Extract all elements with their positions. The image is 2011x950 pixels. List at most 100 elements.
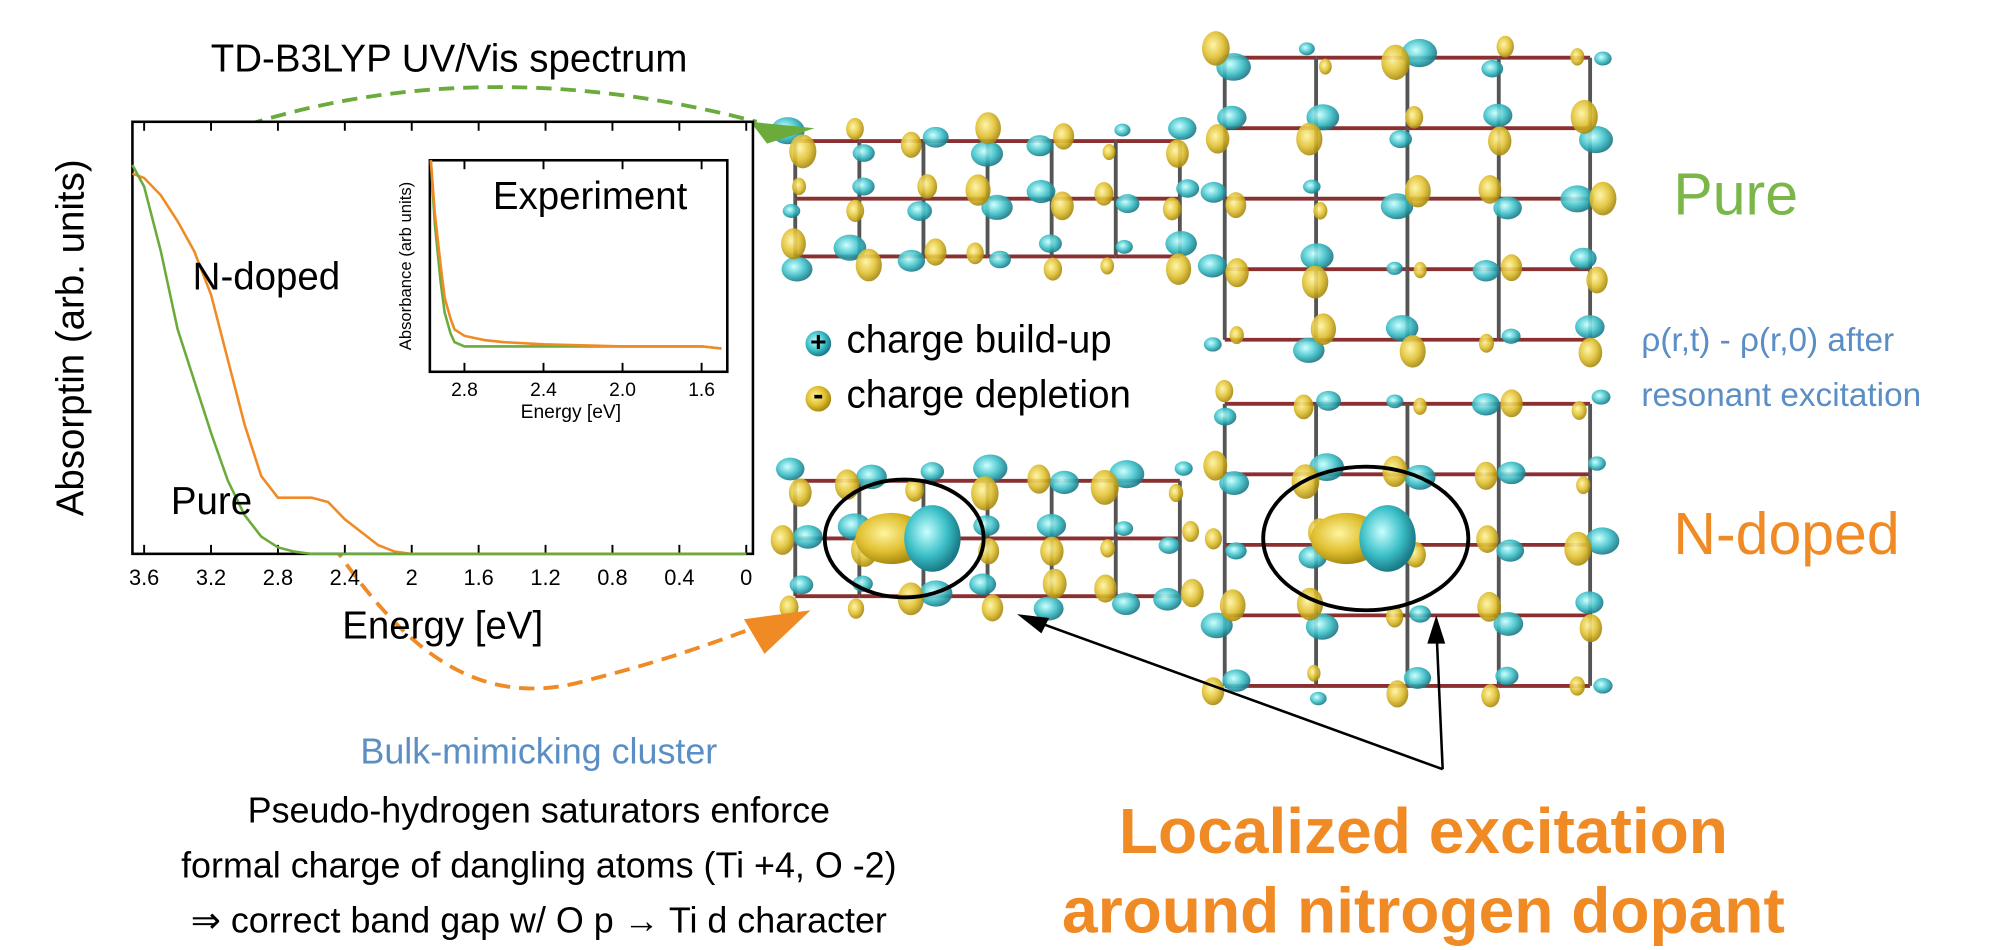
isosurface bbox=[792, 178, 806, 196]
isosurface bbox=[1204, 337, 1222, 351]
isosurface bbox=[1163, 197, 1181, 220]
isosurface bbox=[1165, 231, 1197, 256]
isosurface bbox=[1026, 135, 1052, 156]
label-pure: Pure bbox=[1673, 162, 1798, 227]
isosurface bbox=[1576, 476, 1590, 494]
isosurface bbox=[1202, 677, 1224, 705]
isosurface bbox=[1112, 593, 1140, 616]
isosurface bbox=[1299, 42, 1315, 55]
isosurface bbox=[1580, 614, 1602, 642]
series-label: Pure bbox=[171, 480, 252, 523]
isosurface bbox=[1593, 678, 1612, 693]
isosurface bbox=[1564, 532, 1591, 566]
isosurface bbox=[923, 127, 949, 148]
x-axis-label: Energy [eV] bbox=[342, 604, 543, 647]
isosurface bbox=[982, 595, 1004, 622]
x-tick-label: 1.6 bbox=[463, 565, 493, 590]
isosurface bbox=[1225, 542, 1246, 559]
isosurface bbox=[1168, 117, 1196, 140]
x-tick-label: 2 bbox=[406, 565, 418, 590]
isosurface bbox=[1053, 123, 1074, 149]
isosurface bbox=[969, 574, 996, 596]
caption-heading: Bulk-mimicking cluster bbox=[360, 731, 717, 771]
isosurface bbox=[1027, 465, 1050, 494]
isosurface bbox=[901, 132, 922, 158]
isosurface bbox=[1316, 391, 1341, 411]
isosurface bbox=[1175, 461, 1193, 475]
isosurface bbox=[1296, 123, 1322, 156]
isosurface bbox=[1400, 335, 1426, 367]
isosurface bbox=[1483, 104, 1512, 127]
isosurface bbox=[1481, 684, 1500, 707]
isosurface bbox=[975, 112, 1001, 144]
isosurface bbox=[1409, 605, 1431, 622]
isosurface bbox=[781, 228, 806, 259]
density-label: resonant excitation bbox=[1641, 377, 1921, 414]
arrow-head bbox=[744, 610, 811, 654]
isosurface bbox=[1588, 456, 1606, 470]
isosurface bbox=[1570, 248, 1597, 269]
y-axis-label: Absorbance (arb units) bbox=[396, 182, 415, 350]
x-tick-label: 2.0 bbox=[609, 380, 636, 401]
isosurface bbox=[1313, 202, 1327, 220]
isosurface bbox=[1473, 260, 1500, 281]
isosurface bbox=[1027, 180, 1056, 203]
isosurface bbox=[1220, 589, 1246, 621]
x-tick-label: 3.6 bbox=[129, 565, 159, 590]
isosurface bbox=[1586, 267, 1607, 294]
isosurface bbox=[904, 505, 960, 572]
isosurface bbox=[1497, 36, 1514, 58]
isosurface bbox=[846, 200, 864, 222]
isosurface bbox=[966, 174, 991, 205]
isosurface bbox=[776, 458, 804, 481]
isosurface bbox=[1493, 197, 1522, 220]
isosurface bbox=[1579, 338, 1603, 368]
isosurface bbox=[1495, 667, 1518, 686]
isosurface bbox=[1169, 484, 1183, 502]
isosurface bbox=[1501, 254, 1522, 281]
isosurface bbox=[1405, 175, 1431, 207]
label-ndoped: N-doped bbox=[1673, 502, 1899, 567]
isosurface bbox=[1044, 258, 1062, 281]
legend-text: charge depletion bbox=[847, 374, 1131, 417]
isosurface bbox=[1222, 669, 1250, 691]
isosurface bbox=[852, 178, 874, 196]
isosurface bbox=[1413, 398, 1427, 415]
legend-text: charge build-up bbox=[847, 318, 1112, 361]
molecule-images bbox=[771, 31, 1620, 707]
isosurface bbox=[1572, 401, 1587, 420]
isosurface bbox=[1571, 100, 1598, 134]
isosurface bbox=[1405, 106, 1423, 129]
isosurface bbox=[1481, 60, 1503, 77]
isosurface bbox=[1500, 389, 1522, 417]
isosurface bbox=[898, 250, 925, 272]
caption-line: formal charge of dangling atoms (Ti +4, … bbox=[181, 845, 897, 885]
isosurface bbox=[1225, 192, 1246, 218]
isosurface bbox=[1575, 591, 1603, 613]
isosurface bbox=[1496, 540, 1524, 562]
isosurface bbox=[1215, 380, 1233, 402]
isosurface bbox=[1114, 124, 1130, 137]
isosurface bbox=[1502, 329, 1521, 344]
isosurface bbox=[1570, 48, 1584, 66]
pointer-line bbox=[1026, 618, 1443, 769]
isosurface bbox=[790, 575, 814, 594]
x-tick-label: 2.4 bbox=[530, 380, 557, 401]
isosurface bbox=[1091, 470, 1119, 505]
slide: + charge build-up - charge depletion Pur… bbox=[0, 0, 2011, 950]
isosurface bbox=[1477, 592, 1501, 622]
isosurface bbox=[1225, 258, 1248, 287]
highlight-text: Localized excitation bbox=[1119, 795, 1728, 867]
isosurface bbox=[1488, 126, 1511, 155]
x-tick-label: 2.4 bbox=[330, 565, 360, 590]
chart-title: TD-B3LYP UV/Vis spectrum bbox=[211, 38, 688, 81]
isosurface bbox=[989, 251, 1011, 268]
isosurface bbox=[1094, 182, 1113, 206]
arrow-head bbox=[1427, 615, 1445, 643]
isosurface bbox=[1479, 334, 1494, 353]
isosurface bbox=[1051, 191, 1074, 220]
x-axis-label: Energy [eV] bbox=[521, 402, 621, 423]
isosurface bbox=[1115, 521, 1133, 536]
isosurface bbox=[1497, 462, 1525, 485]
highlight-text: around nitrogen dopant bbox=[1062, 874, 1785, 946]
